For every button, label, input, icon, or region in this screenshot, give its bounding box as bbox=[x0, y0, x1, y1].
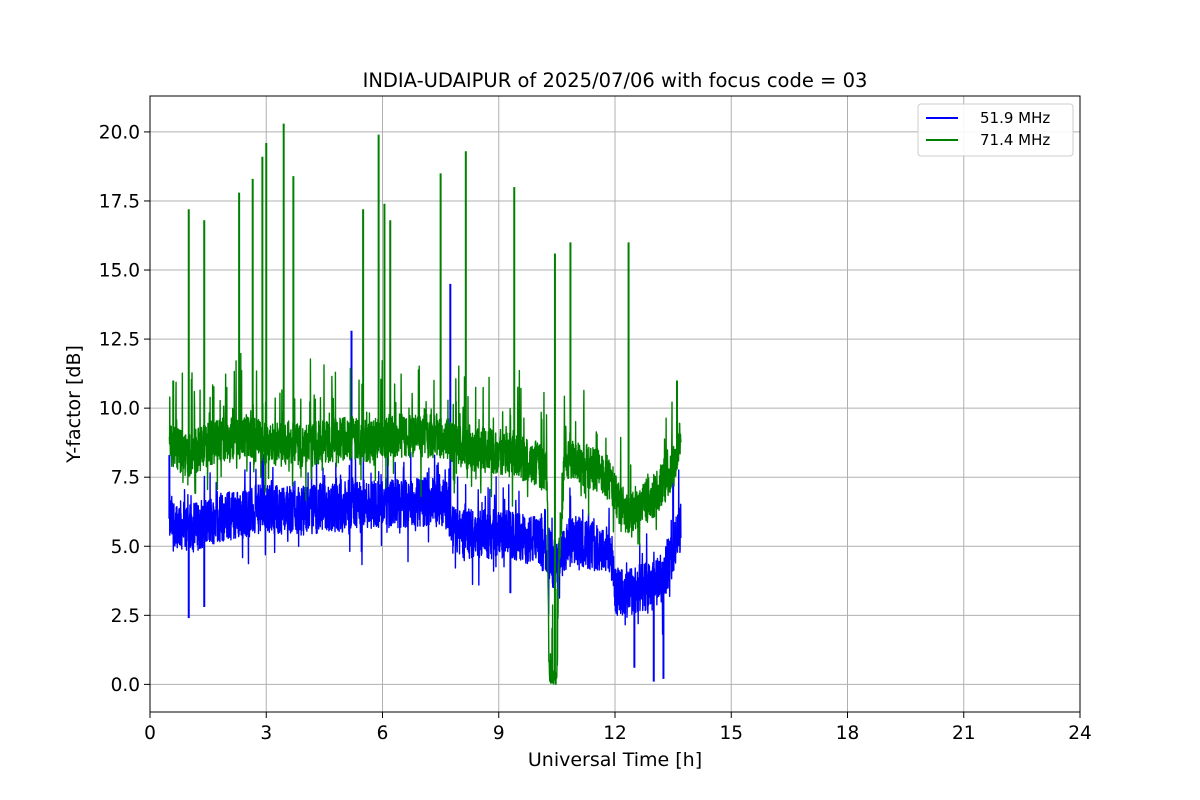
x-tick-label: 21 bbox=[952, 723, 976, 744]
legend-entry: 51.9 MHz bbox=[980, 109, 1050, 127]
legend: 51.9 MHz 71.4 MHz bbox=[917, 103, 1074, 157]
x-tick-label: 24 bbox=[1068, 723, 1092, 744]
x-axis-label: Universal Time [h] bbox=[528, 749, 702, 771]
y-tick-label: 7.5 bbox=[111, 468, 140, 489]
y-tick-label: 20.0 bbox=[99, 122, 140, 143]
y-tick-label: 15.0 bbox=[99, 261, 140, 282]
x-tick-label: 0 bbox=[144, 723, 156, 744]
y-tick-label: 10.0 bbox=[99, 399, 140, 420]
x-tick-label: 12 bbox=[603, 723, 627, 744]
series-line bbox=[168, 352, 682, 686]
x-tick-label: 15 bbox=[719, 723, 743, 744]
y-tick-label: 0.0 bbox=[111, 675, 140, 696]
series-line bbox=[168, 439, 682, 635]
chart-title: INDIA-UDAIPUR of 2025/07/06 with focus c… bbox=[363, 69, 868, 92]
x-tick-label: 6 bbox=[377, 723, 389, 744]
y-tick-label: 12.5 bbox=[99, 330, 140, 351]
y-axis-label: Y-factor [dB] bbox=[63, 345, 85, 464]
plot-area bbox=[168, 123, 682, 686]
x-tick-label: 18 bbox=[836, 723, 860, 744]
legend-entry: 71.4 MHz bbox=[980, 131, 1050, 149]
x-tick-label: 3 bbox=[260, 723, 272, 744]
ticks: 0 3 6 9 12 15 18 21 24 0.0 2.5 5.0 7.5 10.0 12.5 15.0 17… bbox=[99, 122, 1092, 744]
y-tick-label: 2.5 bbox=[111, 606, 140, 627]
x-tick-label: 9 bbox=[493, 723, 505, 744]
y-tick-label: 17.5 bbox=[99, 191, 140, 212]
y-tick-label: 5.0 bbox=[111, 537, 140, 558]
